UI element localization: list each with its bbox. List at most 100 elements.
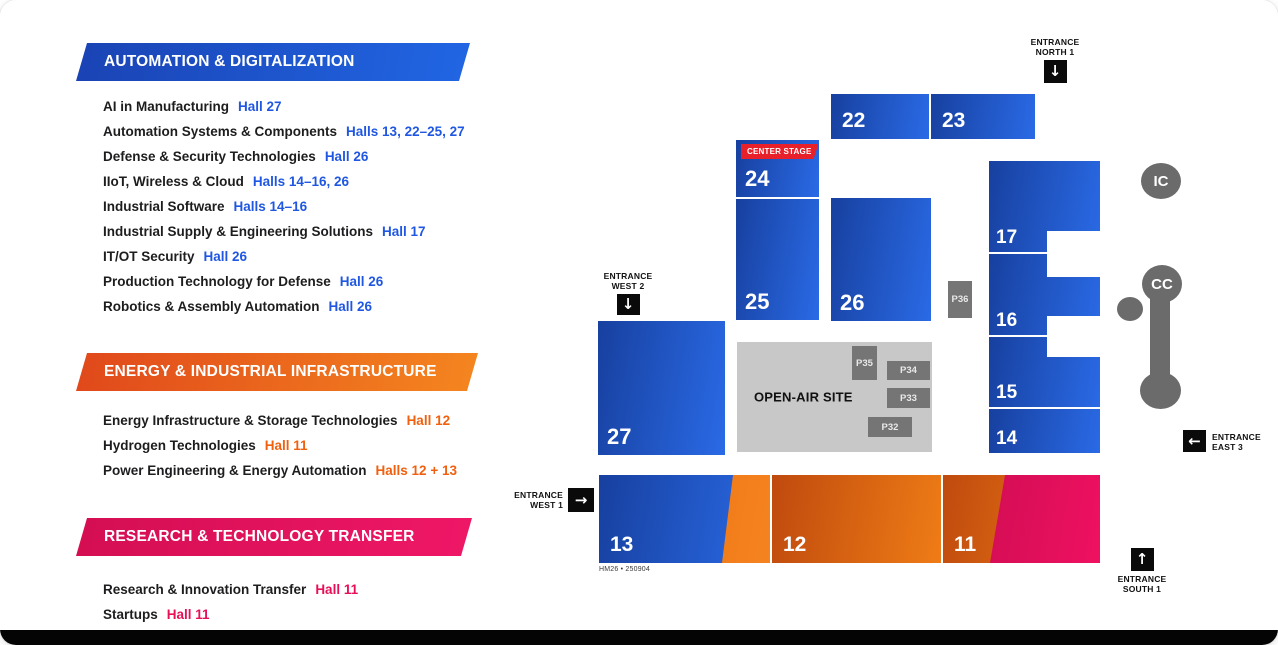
hall-ref: Hall 11 bbox=[264, 438, 308, 453]
hall-ref: Hall 17 bbox=[382, 224, 426, 239]
entrance-label: ENTRANCE WEST 2 bbox=[604, 271, 653, 291]
legend-item: Startups Hall 11 bbox=[103, 602, 306, 627]
hall-ref: Hall 26 bbox=[203, 249, 248, 264]
hall-11: 11 bbox=[943, 475, 1100, 563]
legend-item: Robotics & Assembly Automation Hall 26 bbox=[103, 294, 373, 319]
topic-label: IT/OT Security bbox=[103, 249, 195, 264]
convention-center-stem bbox=[1150, 288, 1170, 386]
hall-ref: Halls 14–16 bbox=[233, 199, 308, 214]
convention-center-marker: CC bbox=[1142, 265, 1182, 303]
hall-number: 15 bbox=[996, 382, 1018, 403]
information-center-marker: IC bbox=[1141, 163, 1181, 199]
hall-ref: Halls 14–16, 26 bbox=[252, 174, 349, 189]
topic-label: Energy Infrastructure & Storage Technolo… bbox=[103, 413, 398, 428]
bottom-edge-bar bbox=[0, 630, 1278, 645]
hall-15: 15 bbox=[989, 337, 1100, 407]
hall-16: 16 bbox=[989, 254, 1100, 335]
hall-number: 26 bbox=[840, 290, 865, 315]
arrow-left-icon: ← bbox=[1188, 431, 1201, 450]
topic-label: Robotics & Assembly Automation bbox=[103, 299, 320, 314]
entrance-arrow-box: ← bbox=[1183, 430, 1206, 452]
legend-list-energy: Energy Infrastructure & Storage Technolo… bbox=[103, 408, 457, 483]
parking-p32: P32 bbox=[868, 417, 912, 437]
hall-26: 26 bbox=[831, 198, 931, 321]
hall-17: 17 bbox=[989, 161, 1100, 252]
legend-item: Production Technology for Defense Hall 26 bbox=[103, 269, 383, 294]
entrance-label: ENTRANCE SOUTH 1 bbox=[1118, 574, 1167, 594]
section-banner-automation: AUTOMATION & DIGITALIZATION bbox=[76, 43, 470, 81]
hall-number: 14 bbox=[996, 428, 1018, 449]
entrance-arrow-box: ↓ bbox=[616, 294, 640, 315]
topic-label: Power Engineering & Energy Automation bbox=[103, 463, 367, 478]
section-banner-energy: ENERGY & INDUSTRIAL INFRASTRUCTURE bbox=[76, 353, 478, 391]
facility-label: IC bbox=[1153, 172, 1169, 190]
topic-label: Hydrogen Technologies bbox=[103, 438, 256, 453]
hall-number: 11 bbox=[954, 533, 977, 556]
map-version-note: HM26 • 250904 bbox=[599, 566, 650, 573]
entrance-arrow-box: ↑ bbox=[1130, 548, 1154, 571]
entrance-label: ENTRANCE NORTH 1 bbox=[1031, 37, 1080, 57]
topic-label: Production Technology for Defense bbox=[103, 274, 331, 289]
parking-label: P35 bbox=[856, 357, 873, 369]
hall-number: 23 bbox=[942, 109, 966, 132]
hall-ref: Hall 12 bbox=[406, 413, 451, 428]
open-air-label: OPEN-AIR SITE bbox=[754, 389, 853, 405]
entrance-label-line1: ENTRANCE bbox=[1117, 574, 1167, 584]
parking-p35: P35 bbox=[852, 346, 877, 380]
parking-p33: P33 bbox=[887, 388, 930, 408]
entrance-north-1: ENTRANCE NORTH 1 ↓ bbox=[1005, 37, 1105, 83]
entrance-east-3: ← ENTRANCE EAST 3 bbox=[1183, 430, 1261, 452]
entrance-arrow-box: ↓ bbox=[1043, 60, 1067, 83]
legend-item: Industrial Supply & Engineering Solution… bbox=[103, 219, 426, 244]
entrance-label-line2: WEST 1 bbox=[530, 500, 563, 510]
hall-ref: Hall 27 bbox=[238, 99, 282, 114]
entrance-label: ENTRANCE EAST 3 bbox=[1212, 432, 1261, 452]
entrance-arrow-box: → bbox=[568, 488, 594, 512]
hall-number: 13 bbox=[610, 533, 634, 556]
entrance-label-line1: ENTRANCE bbox=[514, 490, 563, 500]
hall-ref: Hall 11 bbox=[315, 582, 359, 597]
legend-item: Energy Infrastructure & Storage Technolo… bbox=[103, 408, 450, 433]
hall-25: 25 bbox=[736, 199, 819, 320]
convention-center-base bbox=[1140, 372, 1181, 409]
entrance-label-line2: SOUTH 1 bbox=[1122, 584, 1162, 594]
legend-list-research: Research & Innovation Transfer Hall 11 St… bbox=[103, 577, 358, 627]
parking-p34: P34 bbox=[887, 361, 930, 380]
entrance-label-line1: ENTRANCE bbox=[1030, 37, 1080, 47]
entrance-label-line2: EAST 3 bbox=[1212, 442, 1243, 452]
legend-item: Defense & Security Technologies Hall 26 bbox=[103, 144, 373, 169]
arrow-down-icon: ↓ bbox=[621, 295, 635, 313]
hall-14: 14 bbox=[989, 409, 1100, 453]
hall-ref: Hall 26 bbox=[324, 149, 369, 164]
parking-label: P33 bbox=[900, 392, 917, 404]
hall-12: 12 bbox=[772, 475, 941, 563]
hall-24: CENTER STAGE 24 bbox=[736, 140, 819, 197]
facility-label: CC bbox=[1151, 275, 1173, 293]
hall-22: 22 bbox=[831, 94, 929, 139]
hall-ref: Hall 26 bbox=[339, 274, 384, 289]
legend-item: IT/OT Security Hall 26 bbox=[103, 244, 373, 269]
entrance-label: ENTRANCE WEST 1 bbox=[495, 490, 563, 510]
legend-item: AI in Manufacturing Hall 27 bbox=[103, 94, 373, 119]
legend-item: Industrial Software Halls 14–16 bbox=[103, 194, 373, 219]
hall-number: 17 bbox=[996, 227, 1018, 248]
topic-label: IIoT, Wireless & Cloud bbox=[103, 174, 244, 189]
topic-label: Industrial Supply & Engineering Solution… bbox=[103, 224, 374, 239]
hall-number: 12 bbox=[783, 533, 807, 556]
center-stage-badge: CENTER STAGE bbox=[741, 144, 818, 159]
hall-13: 13 bbox=[599, 475, 770, 563]
topic-label: Defense & Security Technologies bbox=[103, 149, 316, 164]
hall-number: 22 bbox=[842, 109, 866, 132]
hall-number: 24 bbox=[745, 166, 770, 191]
topic-label: Startups bbox=[103, 607, 158, 622]
arrow-down-icon: ↓ bbox=[1048, 62, 1062, 80]
legend-item: Hydrogen Technologies Hall 11 bbox=[103, 433, 398, 458]
section-banner-research: RESEARCH & TECHNOLOGY TRANSFER bbox=[76, 518, 472, 556]
section-title: ENERGY & INDUSTRIAL INFRASTRUCTURE bbox=[104, 363, 437, 380]
hall-ref: Halls 12 + 13 bbox=[375, 463, 457, 478]
parking-p36: P36 bbox=[948, 281, 972, 318]
hall-11-pink-section bbox=[990, 475, 1100, 563]
entrance-label-line1: ENTRANCE bbox=[603, 271, 653, 281]
topic-label: AI in Manufacturing bbox=[103, 99, 229, 114]
legend-item: Power Engineering & Energy Automation Hal… bbox=[103, 458, 457, 483]
